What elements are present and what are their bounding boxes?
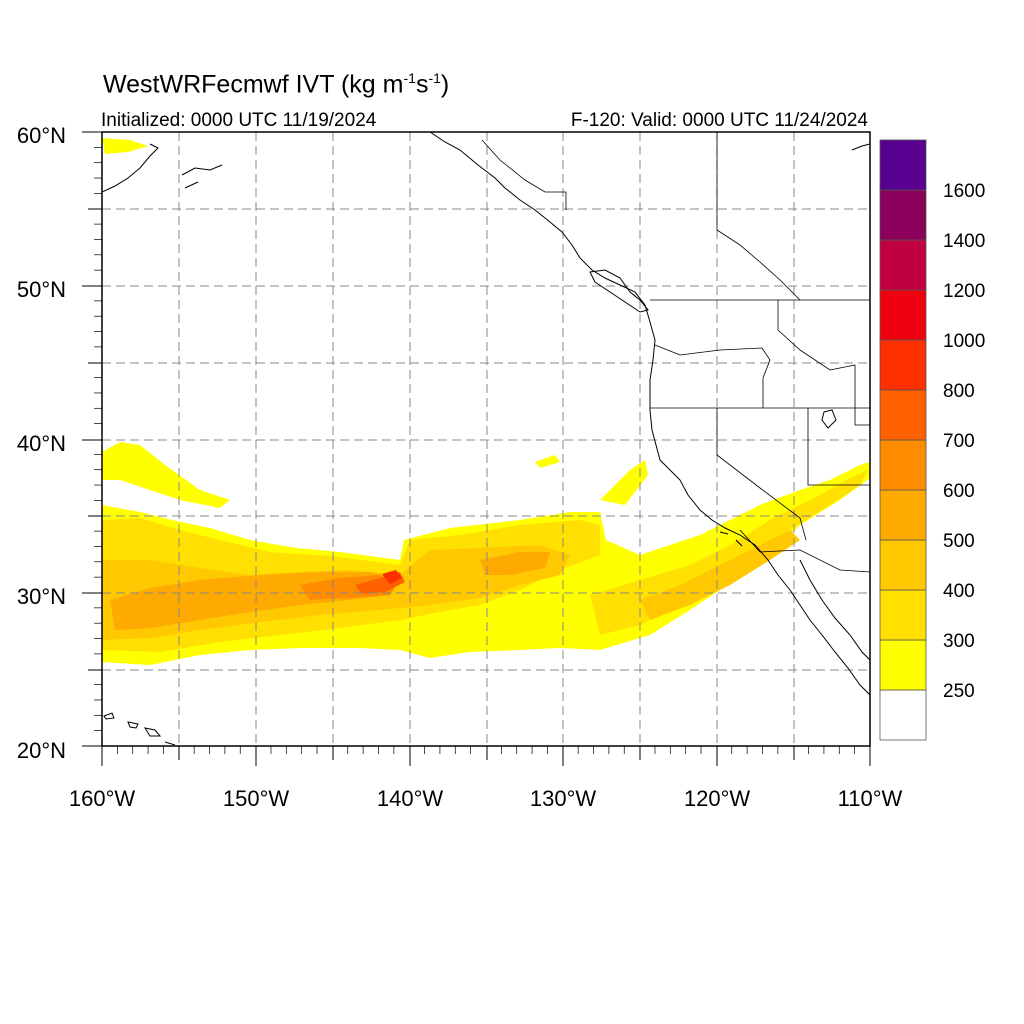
lon-label: 120°W [684,786,751,811]
lon-label: 150°W [223,786,290,811]
colorbar-swatch [879,539,927,591]
lat-label: 60°N [17,123,66,148]
colorbar-label: 800 [943,381,975,402]
lat-label: 30°N [17,584,66,609]
coastline-alaska-sw [102,143,159,193]
ivt-blob-east [600,460,648,505]
lon-label: 140°W [377,786,444,811]
lat-label: 20°N [17,738,66,763]
colorbar-label: 600 [943,481,975,502]
coastline-hudson-east [851,143,870,151]
colorbar-swatch [879,389,927,441]
colorbar-swatch [879,639,927,691]
colorbar-swatch [879,589,927,641]
map-gridlines [102,132,870,746]
ivt-core-red [382,570,402,584]
ivt-plume-north [102,442,230,508]
axis-ticks [82,131,871,766]
colorbar-label: 1200 [943,281,985,302]
colorbar-swatch [879,289,927,341]
colorbar-label: 500 [943,531,975,552]
coastline-alaska-islands [181,164,223,189]
colorbar-swatch [879,139,927,191]
colorbar-label: 300 [943,631,975,652]
ivt-blob-midocean [535,455,560,468]
border-wa-or [654,344,771,408]
map-title: WestWRFecmwf IVT (kg m-1s-1) [103,70,450,99]
coastline-vancouver-island [589,269,649,313]
coastlines [102,132,870,746]
lon-axis-labels: 160°W 150°W 140°W 130°W 120°W 110°W [69,786,903,811]
lat-axis-labels: 20°N 30°N 40°N 50°N 60°N [17,123,66,763]
lon-label: 110°W [838,786,903,811]
colorbar-label: 1000 [943,331,985,352]
valid-time-label: F-120: Valid: 0000 UTC 11/24/2024 [570,110,868,131]
border-idaho [777,300,870,426]
colorbar: 250 300 400 500 600 700 800 1000 1200 1400 1600 [879,139,985,741]
coastline-baja-gulf [799,559,870,661]
lat-label: 50°N [17,277,66,302]
lon-label: 160°W [69,786,136,811]
border-bc-alberta [716,132,801,301]
colorbar-label: 400 [943,581,975,602]
colorbar-label: 250 [943,681,975,702]
political-borders [481,132,870,573]
minor-ticks [94,147,855,754]
colorbar-swatch [879,439,927,491]
ivt-shading [102,138,870,665]
colorbar-swatch [879,189,927,241]
map-frame [101,131,871,747]
coastline-channel-islands [719,531,743,547]
colorbar-label: 700 [943,431,975,452]
border-us-mexico [739,529,870,573]
border-ca-nv [716,408,807,541]
ivt-blob-alaska [102,138,148,154]
colorbar-swatch [879,239,927,291]
border-alaska-canada [481,139,567,210]
border-nv-ut [807,408,870,486]
lat-label: 40°N [17,431,66,456]
ivt-band-orange-2 [480,552,550,575]
initialized-label: Initialized: 0000 UTC 11/19/2024 [101,110,377,131]
coastline-north-america [429,132,870,696]
colorbar-swatch [879,689,927,741]
colorbar-swatch [879,339,927,391]
colorbar-label: 1400 [943,231,985,252]
coastline-great-salt-lake [821,409,837,429]
coastline-hawaii [103,712,176,746]
colorbar-swatch [879,489,927,541]
colorbar-label: 1600 [943,181,985,202]
lon-label: 130°W [530,786,597,811]
ivt-band-amber-2 [640,530,800,620]
